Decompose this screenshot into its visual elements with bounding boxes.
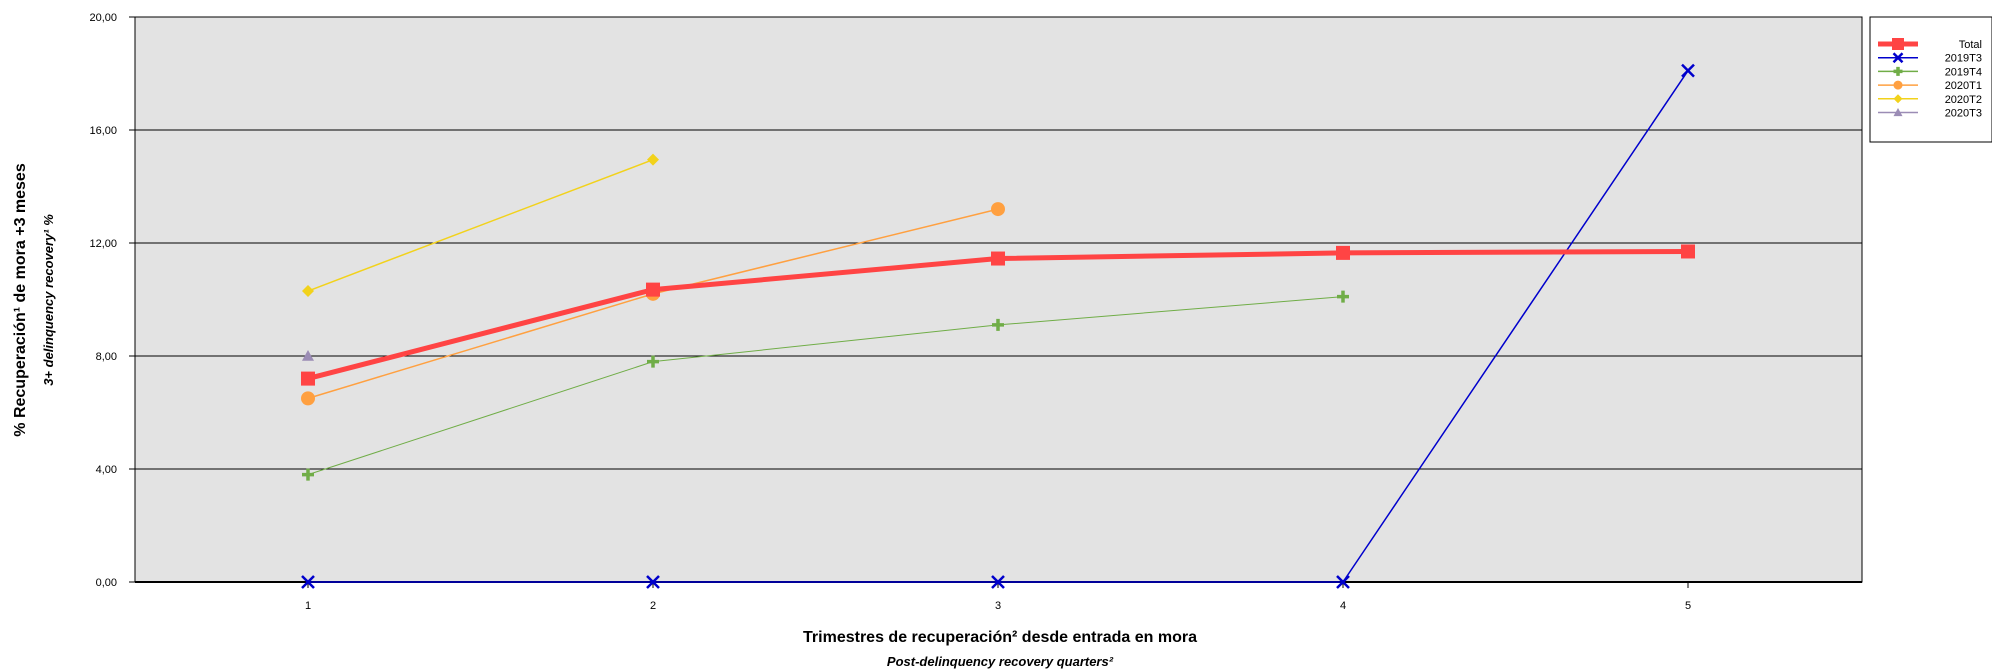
series-2019t3 [301, 63, 1695, 589]
legend-item-total: Total [1878, 38, 1982, 51]
y-tick-label: 20,00 [89, 12, 117, 24]
data-point-total [646, 282, 660, 297]
series-lines [301, 63, 1695, 589]
legend-item-2020t3: 2020T3 [1878, 108, 1982, 120]
data-point-total [1336, 245, 1350, 260]
series-2020t3 [302, 350, 314, 361]
data-point-2019t4 [1337, 290, 1349, 303]
data-point-2019t4 [647, 355, 659, 368]
y-axis-subtitle: 3+ delinquency recovery¹ % [41, 214, 56, 386]
y-tick-label: 12,00 [89, 238, 117, 250]
plot-area [134, 16, 1863, 583]
y-tick-label: 16,00 [89, 125, 117, 137]
data-point-2019t3 [1336, 575, 1350, 589]
data-point-2019t4 [992, 318, 1004, 331]
legend-item-2020t2: 2020T2 [1878, 94, 1982, 106]
data-point-2020t1 [991, 202, 1005, 217]
x-axis-ticks: 1 2 3 4 5 [305, 582, 1691, 612]
data-point-total [991, 251, 1005, 266]
series-total [301, 244, 1695, 386]
data-point-2020t3 [302, 350, 314, 361]
legend-marker [1893, 108, 1903, 117]
x-tick-label: 5 [1685, 600, 1691, 612]
legend-marker [1892, 38, 1904, 50]
y-axis-ticks: 0,00 4,00 8,00 12,00 16,00 20,00 [89, 12, 135, 589]
legend-marker [1893, 66, 1903, 76]
x-tick-label: 4 [1340, 600, 1346, 612]
series-2019t4 [302, 290, 1349, 481]
legend-label: 2020T3 [1945, 108, 1982, 120]
y-tick-label: 4,00 [96, 464, 117, 476]
legend-label: 2019T3 [1945, 53, 1982, 65]
legend-label: 2020T2 [1945, 94, 1982, 106]
data-point-2019t3 [1681, 63, 1695, 78]
data-point-2020t2 [647, 153, 659, 166]
data-point-2020t2 [302, 285, 314, 298]
y-tick-label: 0,00 [96, 577, 117, 589]
legend-item-2019t4: 2019T4 [1878, 66, 1982, 78]
data-point-2019t4 [302, 468, 314, 481]
y-tick-label: 8,00 [96, 351, 117, 363]
data-point-2020t1 [301, 391, 315, 406]
x-tick-label: 3 [995, 600, 1001, 612]
series-line-2020t2 [307, 158, 654, 292]
x-axis-subtitle: Post-delinquency recovery quarters² [887, 654, 1114, 669]
legend-label: Total [1959, 39, 1982, 51]
data-point-total [1681, 244, 1695, 259]
legend-marker [1892, 52, 1904, 64]
legend-item-2020t1: 2020T1 [1878, 80, 1982, 92]
x-tick-label: 2 [650, 600, 656, 612]
series-2020t2 [302, 153, 659, 298]
legend-marker [1893, 80, 1903, 90]
legend-label: 2020T1 [1945, 80, 1982, 92]
data-point-2019t3 [991, 575, 1005, 589]
data-point-2019t3 [646, 575, 660, 589]
legend-box [1869, 16, 1992, 143]
legend-item-2019t3: 2019T3 [1878, 52, 1982, 65]
series-line-2019t4 [307, 296, 1344, 476]
legend-marker [1893, 94, 1903, 104]
x-axis-title: Trimestres de recuperación² desde entrad… [803, 629, 1197, 646]
data-point-total [301, 371, 315, 386]
y-axis-title: % Recuperación¹ de mora +3 meses [12, 163, 29, 437]
legend-label: 2019T4 [1945, 66, 1982, 78]
x-tick-label: 1 [305, 600, 311, 612]
data-point-2019t3 [301, 575, 315, 589]
